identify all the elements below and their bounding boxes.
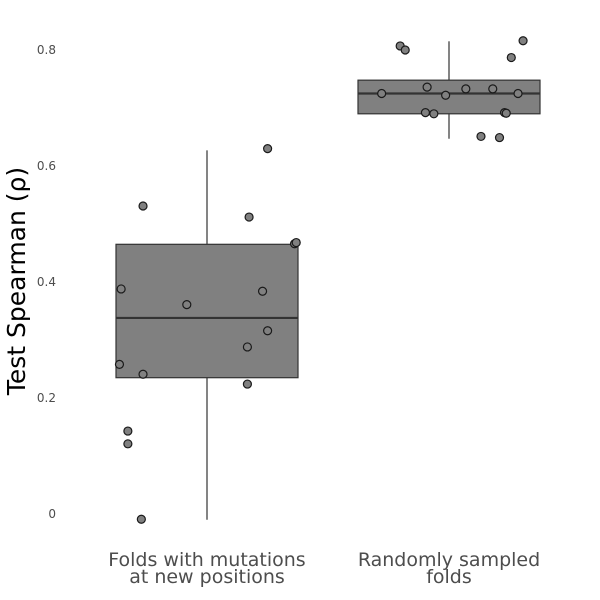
data-point — [263, 144, 273, 154]
x-category-label: folds — [426, 566, 472, 588]
boxes-layer — [115, 41, 541, 520]
data-point — [441, 90, 451, 100]
x-category-label: Randomly sampled — [358, 549, 540, 571]
data-point — [242, 342, 253, 352]
data-point — [494, 132, 505, 143]
data-point — [422, 82, 432, 92]
y-tick-label: 0.6 — [37, 159, 56, 173]
data-point — [242, 379, 253, 389]
data-point — [116, 284, 126, 294]
data-point — [182, 300, 192, 310]
data-point — [123, 439, 133, 449]
y-axis: 0 0.2 0.4 0.6 0.8 — [37, 43, 56, 521]
x-category-label: Folds with mutations — [108, 549, 305, 571]
points-layer — [114, 36, 528, 524]
x-category-label: at new positions — [129, 566, 285, 588]
data-point — [461, 84, 471, 94]
data-point — [291, 237, 301, 248]
data-point — [257, 286, 268, 296]
data-point — [420, 108, 431, 118]
y-tick-label: 0.4 — [37, 275, 56, 289]
data-point — [123, 426, 133, 436]
y-tick-label: 0.8 — [37, 43, 56, 57]
data-point — [518, 36, 528, 46]
data-point — [400, 45, 410, 55]
y-axis-title: Test Spearman (ρ) — [2, 167, 31, 396]
y-tick-label: 0.2 — [37, 391, 56, 405]
data-point — [263, 326, 273, 336]
data-point — [488, 84, 498, 94]
data-point — [476, 131, 486, 142]
data-point — [114, 359, 125, 369]
box — [115, 243, 299, 379]
data-point — [513, 88, 523, 99]
data-point — [429, 109, 439, 119]
data-point — [244, 212, 254, 222]
data-point — [138, 201, 148, 211]
data-point — [501, 108, 511, 118]
data-point — [506, 52, 516, 63]
data-point — [138, 369, 148, 379]
y-tick-label: 0 — [48, 507, 56, 521]
data-point — [377, 88, 387, 99]
data-point — [136, 514, 146, 524]
